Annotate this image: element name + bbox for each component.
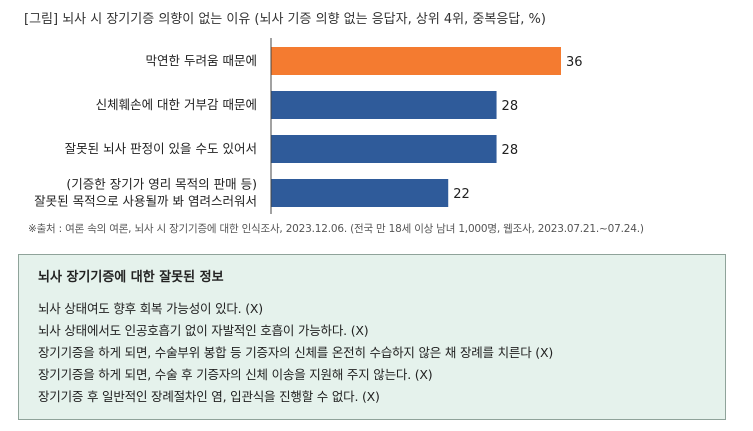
category-label-3: 잘못된 뇌사 판정이 있을 수도 있어서 (65, 141, 257, 156)
info-box: 뇌사 장기기증에 대한 잘못된 정보 뇌사 상태여도 향후 회복 가능성이 있다… (18, 254, 726, 420)
bar-4 (271, 179, 449, 207)
bar-3 (271, 135, 497, 163)
bar-2 (271, 91, 497, 119)
category-label-4: (기증한 장기가 영리 목적의 판매 등) 잘못된 목적으로 사용될까 봐 염려스… (34, 177, 257, 209)
value-label-2: 28 (502, 99, 519, 114)
info-item: 뇌사 상태여도 향후 회복 가능성이 있다. (X) (38, 301, 263, 316)
value-label-3: 28 (502, 143, 519, 158)
bar-1 (271, 47, 561, 75)
source-note: ※출처 : 여론 속의 여론, 뇌사 시 장기기증에 대한 인식조사, 2023… (28, 223, 644, 235)
category-label-2: 신체훼손에 대한 거부감 때문에 (96, 97, 257, 112)
bar-chart: 36 막연한 두려움 때문에 28 신체훼손에 대한 거부감 때문에 28 잘못된 뇌사 … (34, 38, 583, 214)
value-label-1: 36 (566, 55, 583, 70)
chart-title: [그림] 뇌사 시 장기기증 의향이 없는 이유 (뇌사 기증 의향 없는 응답… (24, 12, 546, 27)
info-item: 뇌사 상태에서도 인공호흡기 없이 자발적인 호흡이 가능하다. (X) (38, 323, 369, 338)
info-box-title: 뇌사 장기기증에 대한 잘못된 정보 (38, 270, 224, 285)
info-box-list: 뇌사 상태여도 향후 회복 가능성이 있다. (X) 뇌사 상태에서도 인공호흡… (38, 298, 553, 408)
value-label-4: 22 (453, 187, 470, 202)
info-item: 장기기증 후 일반적인 장례절차인 염, 입관식을 진행할 수 없다. (X) (38, 389, 380, 404)
info-item: 장기기증을 하게 되면, 수술부위 봉합 등 기증자의 신체를 온전히 수습하지… (38, 345, 554, 360)
info-item: 장기기증을 하게 되면, 수술 후 기증자의 신체 이송을 지원해 주지 않는다… (38, 367, 433, 382)
category-label-1: 막연한 두려움 때문에 (146, 53, 257, 68)
